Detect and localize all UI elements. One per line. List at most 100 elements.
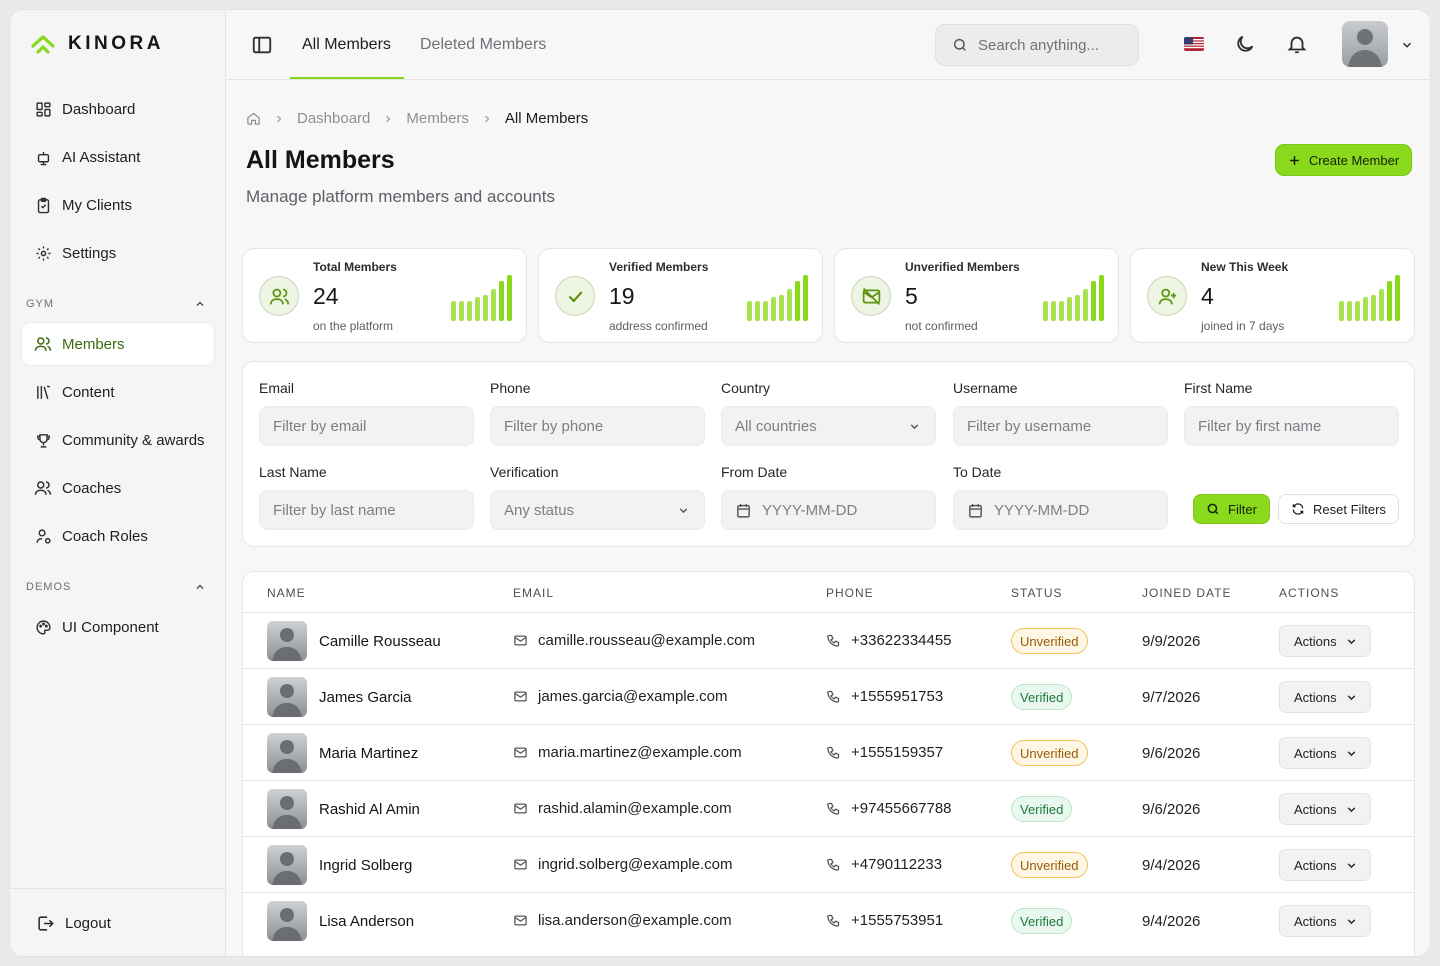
user-avatar[interactable] xyxy=(1342,21,1388,67)
chevron-down-icon[interactable] xyxy=(1400,38,1414,52)
column-header-email[interactable]: EMAIL xyxy=(513,586,555,600)
member-name[interactable]: Lisa Anderson xyxy=(319,913,415,930)
country-select[interactable]: All countries xyxy=(721,406,936,446)
bell-icon[interactable] xyxy=(1286,33,1308,55)
sidebar-toggle-icon[interactable] xyxy=(251,34,273,56)
table-row[interactable]: Ingrid Solberg ingrid.solberg@example.co… xyxy=(243,836,1414,892)
username-filter-input[interactable]: Filter by username xyxy=(953,406,1168,446)
sidebar-item-label: UI Component xyxy=(62,618,159,636)
sidebar-item-content[interactable]: Content xyxy=(22,371,214,413)
sparkline-bars xyxy=(1339,275,1400,321)
to-date-input[interactable]: YYYY-MM-DD xyxy=(953,490,1168,530)
row-actions-button[interactable]: Actions xyxy=(1279,849,1371,881)
library-icon xyxy=(34,383,52,401)
trophy-icon xyxy=(34,431,52,449)
verification-filter-label: Verification xyxy=(490,464,559,480)
first-name-filter-label: First Name xyxy=(1184,380,1253,396)
row-actions-button[interactable]: Actions xyxy=(1279,905,1371,937)
sparkline-bar xyxy=(1363,297,1368,321)
column-header-joined-date[interactable]: JOINED DATE xyxy=(1142,586,1232,600)
sidebar-item-ai-assistant[interactable]: AI Assistant xyxy=(22,136,214,178)
breadcrumb-members[interactable]: Members xyxy=(406,110,469,127)
sidebar-item-my-clients[interactable]: My Clients xyxy=(22,184,214,226)
table-row[interactable]: Rashid Al Amin rashid.alamin@example.com… xyxy=(243,780,1414,836)
sparkline-bars xyxy=(747,275,808,321)
chevron-right-icon xyxy=(484,115,490,122)
table-row[interactable]: Camille Rousseau camille.rousseau@exampl… xyxy=(243,612,1414,668)
column-header-phone[interactable]: PHONE xyxy=(826,586,874,600)
chevron-up-icon xyxy=(196,301,204,306)
last-name-filter-input[interactable]: Filter by last name xyxy=(259,490,474,530)
column-header-status[interactable]: STATUS xyxy=(1011,586,1063,600)
row-actions-label: Actions xyxy=(1294,913,1337,929)
user-cog-icon xyxy=(34,527,52,545)
member-name[interactable]: Rashid Al Amin xyxy=(319,801,420,818)
palette-icon xyxy=(34,618,52,636)
member-name[interactable]: Ingrid Solberg xyxy=(319,857,413,874)
sidebar-item-dashboard[interactable]: Dashboard xyxy=(22,88,214,130)
create-member-button[interactable]: Create Member xyxy=(1275,144,1412,176)
sparkline-bar xyxy=(755,301,760,321)
member-joined-date: 9/9/2026 xyxy=(1142,633,1201,650)
sidebar-item-settings[interactable]: Settings xyxy=(22,232,214,274)
stat-subtext: not confirmed xyxy=(905,319,978,333)
row-actions-button[interactable]: Actions xyxy=(1279,625,1371,657)
member-email-text: lisa.anderson@example.com xyxy=(538,912,732,929)
sidebar-item-coaches[interactable]: Coaches xyxy=(22,467,214,509)
phone-icon xyxy=(827,802,840,815)
sidebar-item-members[interactable]: Members xyxy=(22,323,214,365)
member-name[interactable]: Maria Martinez xyxy=(319,745,419,762)
moon-icon[interactable] xyxy=(1234,33,1256,55)
tab-all-members[interactable]: All Members xyxy=(302,36,391,53)
member-phone: +1555951753 xyxy=(826,688,943,705)
member-name[interactable]: James Garcia xyxy=(319,689,412,706)
stat-card-total-members: Total Members 24 on the platform xyxy=(242,248,527,343)
row-actions-button[interactable]: Actions xyxy=(1279,737,1371,769)
page-subtitle: Manage platform members and accounts xyxy=(246,187,555,206)
row-actions-label: Actions xyxy=(1294,857,1337,873)
sparkline-bar xyxy=(1091,281,1096,321)
chevron-down-icon xyxy=(1347,862,1355,868)
us-flag-icon[interactable] xyxy=(1184,37,1204,51)
member-email: ingrid.solberg@example.com xyxy=(513,856,732,873)
logo[interactable]: KINORA xyxy=(30,32,164,56)
phone-filter-label: Phone xyxy=(490,380,531,396)
column-header-actions: ACTIONS xyxy=(1279,586,1340,600)
avatar-silhouette-icon xyxy=(1348,29,1382,67)
member-email: camille.rousseau@example.com xyxy=(513,632,755,649)
sparkline-bar xyxy=(787,289,792,321)
verification-select[interactable]: Any status xyxy=(490,490,705,530)
section-demos-header[interactable]: DEMOS xyxy=(26,581,206,593)
from-date-input[interactable]: YYYY-MM-DD xyxy=(721,490,936,530)
first-name-filter-input[interactable]: Filter by first name xyxy=(1184,406,1399,446)
reset-filters-button[interactable]: Reset Filters xyxy=(1278,494,1399,524)
search-input[interactable]: Search anything... xyxy=(935,24,1139,66)
filter-button[interactable]: Filter xyxy=(1193,494,1270,524)
row-actions-label: Actions xyxy=(1294,689,1337,705)
home-icon[interactable] xyxy=(246,111,261,126)
sidebar-item-community-awards[interactable]: Community & awards xyxy=(22,419,214,461)
row-actions-button[interactable]: Actions xyxy=(1279,793,1371,825)
main-content: Dashboard Members All Members All Member… xyxy=(226,80,1430,956)
table-row[interactable]: Lisa Anderson lisa.anderson@example.com … xyxy=(243,892,1414,948)
breadcrumb-dashboard[interactable]: Dashboard xyxy=(297,110,371,127)
logout-button[interactable]: Logout xyxy=(10,888,226,956)
section-gym-header[interactable]: GYM xyxy=(26,298,206,310)
search-placeholder: Search anything... xyxy=(978,36,1099,54)
table-row[interactable]: Maria Martinez maria.martinez@example.co… xyxy=(243,724,1414,780)
email-filter-input[interactable]: Filter by email xyxy=(259,406,474,446)
column-header-name[interactable]: NAME xyxy=(267,586,306,600)
stat-subtext: on the platform xyxy=(313,319,394,333)
row-actions-button[interactable]: Actions xyxy=(1279,681,1371,713)
status-badge: Unverified xyxy=(1011,628,1088,654)
sidebar-item-ui-component[interactable]: UI Component xyxy=(22,606,214,648)
member-joined-date: 9/7/2026 xyxy=(1142,689,1201,706)
table-row[interactable]: James Garcia james.garcia@example.com +1… xyxy=(243,668,1414,724)
member-name[interactable]: Camille Rousseau xyxy=(319,633,441,650)
member-email-text: camille.rousseau@example.com xyxy=(538,632,755,649)
filter-button-label: Filter xyxy=(1228,501,1257,517)
tab-deleted-members[interactable]: Deleted Members xyxy=(420,36,547,53)
member-joined-date: 9/4/2026 xyxy=(1142,857,1201,874)
phone-filter-input[interactable]: Filter by phone xyxy=(490,406,705,446)
sidebar-item-coach-roles[interactable]: Coach Roles xyxy=(22,515,214,557)
